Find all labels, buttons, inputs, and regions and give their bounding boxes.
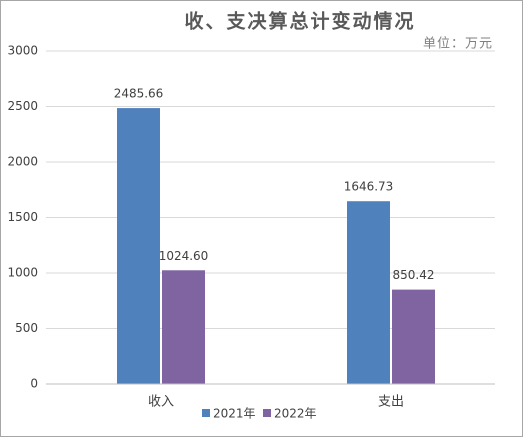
value-label: 850.42	[393, 268, 435, 282]
legend-label: 2022年	[274, 407, 317, 421]
y-tick-label: 500	[15, 321, 38, 335]
legend-swatch	[202, 409, 210, 417]
value-label: 2485.66	[114, 87, 164, 101]
y-tick-label: 0	[30, 377, 38, 391]
x-tick-label: 收入	[148, 395, 174, 410]
value-label: 1646.73	[344, 180, 394, 194]
y-tick-label: 2500	[7, 99, 38, 113]
bar	[162, 270, 205, 384]
bar	[117, 108, 160, 385]
chart-subtitle: 单位：万元	[423, 37, 493, 52]
y-tick-label: 1500	[7, 210, 38, 224]
bar	[392, 289, 435, 384]
x-tick-label: 支出	[378, 395, 404, 410]
legend-swatch	[263, 409, 271, 417]
y-tick-label: 3000	[7, 44, 38, 58]
y-tick-label: 2000	[7, 155, 38, 169]
bar	[347, 201, 390, 384]
legend-label: 2021年	[213, 407, 256, 421]
value-label: 1024.60	[159, 249, 209, 263]
y-tick-label: 1000	[7, 266, 38, 280]
chart-title: 收、支决算总计变动情况	[184, 10, 415, 33]
